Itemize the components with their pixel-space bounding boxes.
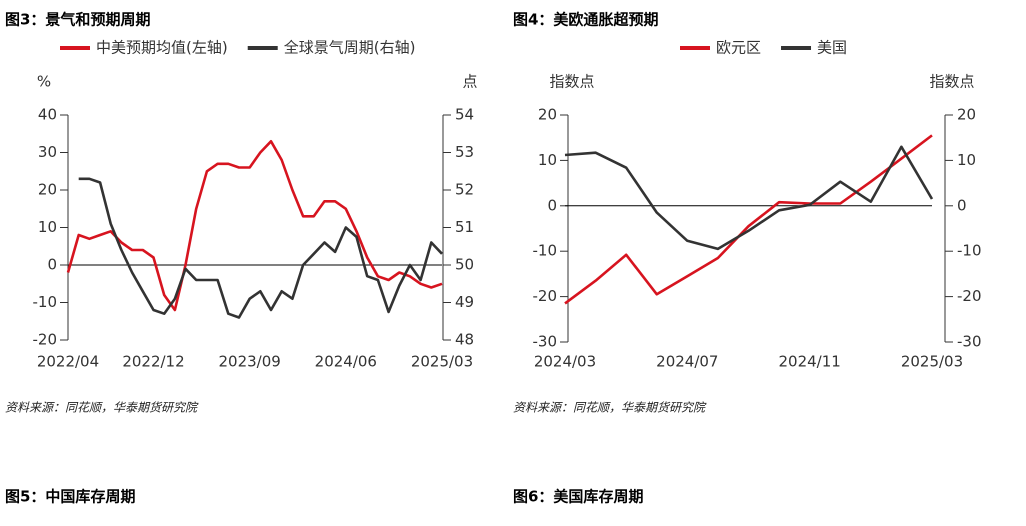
- series-line: [78, 177, 443, 319]
- source-note: 资料来源：同花顺，华泰期货研究院: [5, 401, 199, 415]
- legend-label: 美国: [817, 39, 847, 57]
- y-tick-label: 40: [38, 106, 57, 124]
- y-tick-label: 20: [538, 106, 557, 124]
- legend-label: 中美预期均值(左轴): [96, 39, 228, 57]
- y2-tick-label: 49: [455, 293, 474, 311]
- y-tick-label: -10: [33, 293, 58, 311]
- x-tick-label: 2024/11: [779, 353, 841, 371]
- y-tick-label: -20: [533, 287, 558, 305]
- chart-title: 图4：美欧通胀超预期: [513, 11, 658, 29]
- x-tick-label: 2024/03: [534, 353, 596, 371]
- y-tick-label: 0: [47, 256, 57, 274]
- y-tick-label: 30: [38, 143, 57, 161]
- y-axis-label: 指数点: [549, 73, 594, 91]
- y2-tick-label: 48: [455, 331, 474, 349]
- legend-label: 欧元区: [716, 39, 761, 57]
- y-axis-label: %: [37, 73, 51, 91]
- y2-tick-label: -30: [957, 333, 982, 351]
- y2-tick-label: 50: [455, 256, 474, 274]
- series-line: [564, 134, 933, 305]
- legend-label: 全球景气周期(右轴): [284, 39, 416, 57]
- y2-tick-label: 20: [957, 106, 976, 124]
- x-tick-label: 2023/09: [218, 353, 280, 371]
- figure-title: 图6：美国库存周期: [513, 488, 643, 506]
- y2-axis-label: 点: [462, 73, 477, 91]
- x-tick-label: 2025/03: [411, 353, 473, 371]
- y2-tick-label: 10: [957, 151, 976, 169]
- x-tick-label: 2025/03: [901, 353, 963, 371]
- y2-tick-label: -10: [957, 242, 982, 260]
- y-tick-label: 10: [538, 151, 557, 169]
- x-tick-label: 2024/07: [656, 353, 718, 371]
- series-line: [66, 140, 443, 312]
- y2-tick-label: -20: [957, 287, 982, 305]
- y-tick-label: -20: [33, 331, 58, 349]
- y2-axis-label: 指数点: [929, 73, 974, 91]
- x-tick-label: 2022/04: [37, 353, 99, 371]
- y2-tick-label: 52: [455, 181, 474, 199]
- y2-tick-label: 54: [455, 106, 474, 124]
- y-tick-label: -30: [533, 333, 558, 351]
- x-tick-label: 2022/12: [122, 353, 184, 371]
- y-tick-label: -10: [533, 242, 558, 260]
- x-tick-label: 2024/06: [315, 353, 377, 371]
- chart-title: 图3：景气和预期周期: [5, 11, 150, 29]
- source-note: 资料来源：同花顺，华泰期货研究院: [513, 401, 707, 415]
- series-line: [564, 145, 934, 251]
- figure-title: 图5：中国库存周期: [5, 488, 135, 506]
- y-tick-label: 10: [38, 218, 57, 236]
- y-tick-label: 20: [38, 181, 57, 199]
- y-tick-label: 0: [547, 196, 557, 214]
- y2-tick-label: 53: [455, 143, 474, 161]
- y2-tick-label: 51: [455, 218, 474, 236]
- y2-tick-label: 0: [957, 196, 967, 214]
